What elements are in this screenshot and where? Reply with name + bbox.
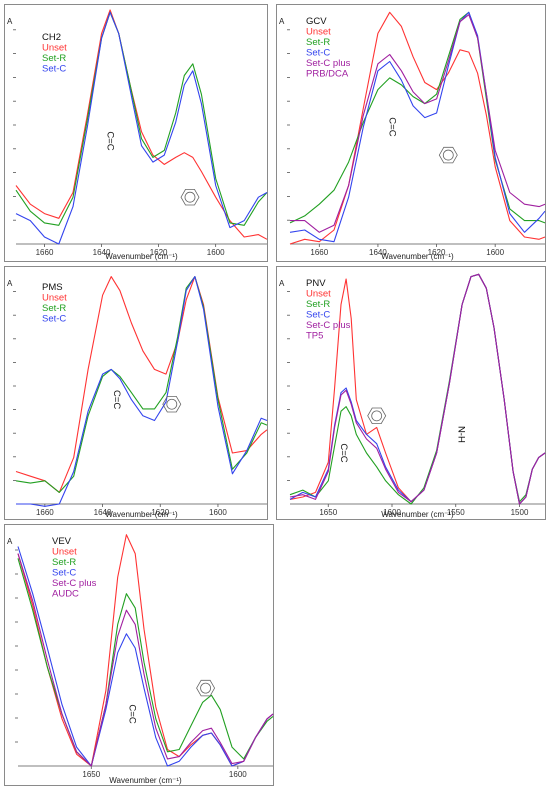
legend-entry: Set-C plus [52,578,97,589]
legend-entry: TP5 [306,331,323,342]
legend-entry: Set-C plus [306,58,351,69]
series-line-set-c [15,11,268,245]
panel-frame [276,266,546,520]
legend-entry: AUDC [52,589,79,600]
x-tick-label: 1620 [428,248,446,257]
annotation-n-h: N-H [455,426,466,443]
y-axis-label: A [7,279,13,288]
legend-entry: Set-C [42,64,66,75]
x-tick-label: 1660 [36,248,54,257]
legend-title: CH2 [42,32,61,43]
panel-vev: A 1650 1600 Wavenumber (cm⁻¹) VEV Unset Set-R S… [4,524,274,786]
legend-entry: Unset [306,289,331,300]
chart-pms: A 1660 1640 1620 1600 Wavenumber (cm⁻¹) PMSUns… [4,266,268,520]
annotation-c-c: C=C [338,443,349,462]
chart-ch2: A 1660 1640 1620 1600 Wavenumber (cm⁻¹) CH2Uns… [4,4,268,262]
legend-title: PNV [306,278,326,289]
x-tick-label: 1600 [207,248,225,257]
series-line-set-r [15,11,268,226]
panel-gcv: A 1660 1640 1620 1600 Wavenumber (cm⁻¹) GCV Uns… [276,4,546,262]
series-line-set-c-plus-prb-dca [290,14,546,233]
y-axis-label: A [279,279,285,288]
x-tick-label: 1650 [319,508,337,517]
y-axis-label: A [7,537,13,546]
annotation-c-c: C=C [387,117,398,136]
annotation-c-c: C=C [104,131,115,150]
y-axis-label: A [279,17,285,26]
x-axis-title: Wavenumber (cm⁻¹) [105,510,178,519]
x-axis-title: Wavenumber (cm⁻¹) [105,252,178,261]
series-line-set-c [289,11,546,243]
x-tick-label: 1640 [93,248,111,257]
legend-entry: Set-C [42,314,66,325]
panel-ch2: A 1660 1640 1620 1600 Wavenumber (cm⁻¹) CH2 Uns… [4,4,268,262]
panel-frame [276,4,546,262]
series-line-unset [289,11,546,245]
x-tick-label: 1600 [209,508,227,517]
legend-entry: PRB/DCA [306,69,349,80]
x-axis-title: Wavenumber (cm⁻¹) [109,776,182,785]
series-line-set-c-plus-tp5 [289,273,546,505]
benzene-ring-icon [438,146,458,164]
x-tick-label: 1600 [486,248,504,257]
x-tick-label: 1550 [447,508,465,517]
series-line-set-c [16,276,268,507]
x-tick-label: 1600 [383,508,401,517]
legend-entry: Set-R [306,299,330,310]
panel-pnv: A 1650 1600 1550 1500 Wavenumber (cm⁻¹) PNV Uns… [276,266,546,520]
legend-entry: Set-C [306,48,330,59]
annotation-c-c: C=C [111,390,122,409]
x-axis-title: Wavenumber (cm⁻¹) [381,252,454,261]
legend-title: PMS [42,282,63,293]
legend-entry: Set-C [52,568,76,579]
benzene-ring-icon [180,188,200,206]
legend-entry: Set-R [42,53,66,64]
chart-gcv: A 1660 1640 1620 1600 Wavenumber (cm⁻¹) GCVUns… [276,4,546,262]
chart-pnv: A 1650 1600 1550 1500 Wavenumber (cm⁻¹) PNVUns… [276,266,546,520]
series-line-set-r [15,276,268,493]
series-line-set-c [17,546,274,767]
panel-pms: A 1660 1640 1620 1600 Wavenumber (cm⁻¹) PMS Uns… [4,266,268,520]
series-line-set-c-plus-audc [17,553,274,767]
x-tick-label: 1650 [82,770,100,779]
legend-entry: Set-C plus [306,320,351,331]
benzene-ring-icon [196,679,216,697]
series-line-unset [15,276,268,493]
legend-entry: Set-C [306,310,330,321]
panel-frame [4,4,268,262]
legend-entry: Unset [306,27,331,38]
x-tick-label: 1660 [310,248,328,257]
x-tick-label: 1500 [511,508,529,517]
legend-entry: Set-R [42,303,66,314]
legend-entry: Unset [52,547,77,558]
panel-frame [4,524,274,786]
x-tick-label: 1660 [36,508,54,517]
x-tick-label: 1620 [150,248,168,257]
x-axis-title: Wavenumber (cm⁻¹) [381,510,454,519]
legend-entry: Set-R [52,557,76,568]
annotation-c-c: C=C [126,704,137,723]
series-line-unset [15,9,268,240]
legend-entry: Unset [42,43,67,54]
y-axis-label: A [7,17,13,26]
legend-title: GCV [306,16,327,27]
panel-frame [4,266,268,520]
legend-title: VEV [52,536,72,547]
benzene-ring-icon [162,395,182,413]
x-tick-label: 1620 [151,508,169,517]
legend-entry: Set-R [306,37,330,48]
x-tick-label: 1640 [369,248,387,257]
x-tick-label: 1600 [229,770,247,779]
benzene-ring-icon [367,407,387,425]
legend-entry: Unset [42,293,67,304]
x-tick-label: 1640 [94,508,112,517]
